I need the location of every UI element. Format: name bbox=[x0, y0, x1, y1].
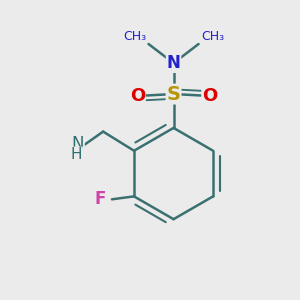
Text: O: O bbox=[202, 86, 218, 104]
Text: H: H bbox=[71, 147, 82, 162]
Text: CH₃: CH₃ bbox=[123, 29, 146, 43]
Text: N: N bbox=[167, 54, 181, 72]
Text: S: S bbox=[167, 85, 181, 104]
Text: CH₃: CH₃ bbox=[201, 29, 224, 43]
Text: O: O bbox=[130, 86, 145, 104]
Text: N: N bbox=[72, 135, 84, 153]
Text: F: F bbox=[94, 190, 106, 208]
